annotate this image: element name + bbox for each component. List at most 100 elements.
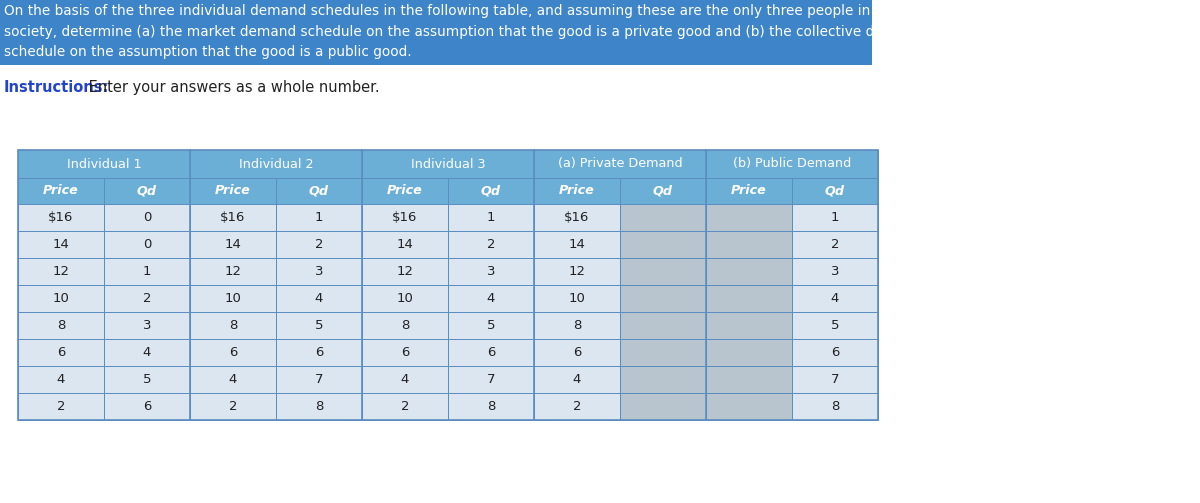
- Bar: [792, 339, 878, 366]
- Bar: [620, 339, 706, 366]
- Bar: [448, 231, 534, 258]
- Bar: [448, 258, 534, 285]
- Bar: [620, 312, 706, 339]
- Text: 7: 7: [830, 373, 839, 386]
- Text: Instructions:: Instructions:: [4, 80, 109, 95]
- Bar: [18, 393, 104, 420]
- Bar: [620, 393, 706, 420]
- Bar: [190, 150, 362, 178]
- Text: 2: 2: [56, 400, 65, 413]
- Bar: [792, 393, 878, 420]
- Text: Price: Price: [215, 185, 251, 198]
- Text: 7: 7: [314, 373, 323, 386]
- Bar: [534, 150, 706, 178]
- Text: Price: Price: [388, 185, 422, 198]
- Bar: [706, 178, 792, 204]
- Bar: [706, 312, 792, 339]
- Bar: [534, 231, 620, 258]
- Text: 2: 2: [229, 400, 238, 413]
- Text: 4: 4: [487, 292, 496, 305]
- Text: 4: 4: [314, 292, 323, 305]
- Text: Price: Price: [731, 185, 767, 198]
- Bar: [448, 339, 534, 366]
- Bar: [104, 312, 190, 339]
- Bar: [448, 312, 534, 339]
- Text: 3: 3: [830, 265, 839, 278]
- Bar: [706, 339, 792, 366]
- Bar: [18, 150, 878, 420]
- Text: 2: 2: [830, 238, 839, 251]
- Text: 6: 6: [314, 346, 323, 359]
- Bar: [276, 285, 362, 312]
- Bar: [276, 393, 362, 420]
- Text: Enter your answers as a whole number.: Enter your answers as a whole number.: [84, 80, 379, 95]
- Bar: [706, 258, 792, 285]
- Text: Price: Price: [43, 185, 79, 198]
- Bar: [362, 178, 448, 204]
- Bar: [104, 366, 190, 393]
- Bar: [104, 339, 190, 366]
- Text: 14: 14: [224, 238, 241, 251]
- Text: 5: 5: [830, 319, 839, 332]
- Bar: [190, 231, 276, 258]
- Text: 5: 5: [487, 319, 496, 332]
- Text: 2: 2: [314, 238, 323, 251]
- Bar: [706, 150, 878, 178]
- Text: Qd: Qd: [826, 185, 845, 198]
- Bar: [276, 366, 362, 393]
- Text: 5: 5: [314, 319, 323, 332]
- Bar: [18, 339, 104, 366]
- Text: 10: 10: [224, 292, 241, 305]
- Text: 4: 4: [401, 373, 409, 386]
- Text: On the basis of the three individual demand schedules in the following table, an: On the basis of the three individual dem…: [4, 4, 898, 18]
- Text: 4: 4: [830, 292, 839, 305]
- Text: 8: 8: [572, 319, 581, 332]
- Bar: [190, 204, 276, 231]
- Bar: [362, 339, 448, 366]
- Bar: [792, 366, 878, 393]
- Bar: [706, 231, 792, 258]
- Bar: [190, 366, 276, 393]
- Bar: [362, 285, 448, 312]
- Text: 10: 10: [53, 292, 70, 305]
- Text: (b) Public Demand: (b) Public Demand: [733, 157, 851, 171]
- Text: 12: 12: [569, 265, 586, 278]
- Bar: [448, 178, 534, 204]
- Text: 4: 4: [229, 373, 238, 386]
- Text: 5: 5: [143, 373, 151, 386]
- Bar: [276, 204, 362, 231]
- Bar: [792, 312, 878, 339]
- Bar: [362, 150, 534, 178]
- Bar: [18, 150, 190, 178]
- Bar: [792, 178, 878, 204]
- Bar: [362, 231, 448, 258]
- Text: Qd: Qd: [481, 185, 502, 198]
- Bar: [276, 231, 362, 258]
- Text: Individual 2: Individual 2: [239, 157, 313, 171]
- Bar: [190, 312, 276, 339]
- Bar: [190, 339, 276, 366]
- Bar: [276, 178, 362, 204]
- Bar: [706, 393, 792, 420]
- Bar: [190, 258, 276, 285]
- Text: 3: 3: [143, 319, 151, 332]
- Bar: [448, 366, 534, 393]
- Bar: [104, 258, 190, 285]
- Text: 6: 6: [401, 346, 409, 359]
- Text: 2: 2: [401, 400, 409, 413]
- Text: 4: 4: [56, 373, 65, 386]
- Bar: [620, 258, 706, 285]
- Bar: [362, 204, 448, 231]
- Bar: [792, 231, 878, 258]
- Text: $16: $16: [564, 211, 589, 224]
- Text: 10: 10: [569, 292, 586, 305]
- Bar: [190, 393, 276, 420]
- Text: Qd: Qd: [310, 185, 329, 198]
- Text: 8: 8: [401, 319, 409, 332]
- Bar: [792, 285, 878, 312]
- Text: 6: 6: [830, 346, 839, 359]
- Bar: [792, 258, 878, 285]
- Text: 14: 14: [53, 238, 70, 251]
- Bar: [534, 312, 620, 339]
- Bar: [534, 178, 620, 204]
